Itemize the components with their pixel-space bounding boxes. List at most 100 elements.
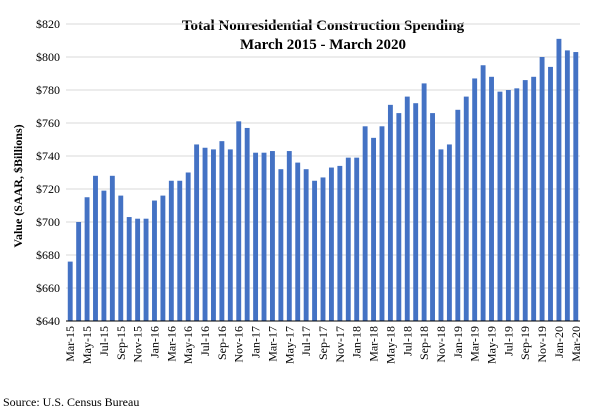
bar-sep-19: [522, 80, 528, 321]
bar-apr-19: [480, 65, 486, 321]
x-tick-label: Jan-18: [350, 326, 364, 358]
chart-title: Total Nonresidential Construction Spendi…: [182, 18, 465, 34]
bar-aug-19: [514, 88, 520, 321]
x-tick-label: Mar-18: [367, 326, 381, 362]
bar-jun-16: [194, 144, 200, 321]
bar-may-19: [489, 76, 494, 321]
bar-dec-19: [548, 66, 553, 322]
bar-aug-16: [211, 149, 216, 321]
bar-jul-19: [505, 90, 511, 321]
bar-dec-18: [446, 144, 452, 321]
x-tick-label: Jan-20: [552, 326, 566, 358]
x-tick-label: Jan-17: [249, 326, 263, 358]
bar-apr-16: [177, 180, 183, 321]
bar-apr-17: [278, 169, 284, 321]
bar-apr-18: [379, 126, 385, 321]
bar-jun-17: [295, 162, 301, 321]
bar-dec-15: [143, 218, 149, 321]
bar-oct-19: [531, 76, 537, 321]
bar-oct-16: [227, 149, 233, 321]
bar-feb-18: [362, 126, 368, 321]
bar-oct-17: [328, 167, 334, 321]
x-tick-label: Mar-16: [164, 326, 178, 362]
x-tick-label: Mar-19: [468, 326, 482, 362]
bar-dec-17: [345, 157, 351, 321]
bar-aug-18: [413, 103, 419, 321]
y-tick-label: $780: [36, 83, 60, 97]
bar-feb-17: [261, 152, 267, 321]
x-tick-label: Jan-16: [147, 326, 161, 358]
bar-jun-18: [396, 113, 402, 321]
x-tick-label: Jul-19: [501, 326, 515, 356]
bar-jan-20: [556, 38, 562, 321]
bar-jun-19: [497, 91, 503, 322]
bar-jan-17: [253, 152, 259, 321]
bar-dec-16: [244, 127, 250, 321]
bar-mar-19: [472, 78, 478, 321]
x-tick-label: May-18: [383, 326, 397, 364]
bar-jan-18: [354, 157, 360, 321]
chart-subtitle: March 2015 - March 2020: [240, 37, 406, 53]
x-tick-label: Mar-17: [265, 326, 279, 362]
x-tick-label: Mar-20: [569, 326, 583, 362]
x-tick-label: Nov-19: [535, 326, 549, 363]
x-tick-label: May-16: [181, 326, 195, 364]
y-tick-label: $740: [36, 149, 60, 163]
bar-mar-16: [168, 180, 174, 321]
bar-mar-17: [269, 151, 275, 321]
bar-sep-15: [118, 195, 124, 321]
x-tick-label: Nov-17: [333, 326, 347, 363]
bar-mar-15: [67, 261, 73, 321]
x-tick-label: Sep-18: [417, 326, 431, 360]
bar-jun-15: [93, 175, 98, 321]
x-tick-label: Sep-19: [518, 326, 532, 360]
x-tick-label: May-19: [485, 326, 499, 364]
bar-mar-20: [573, 52, 579, 322]
x-tick-label: Nov-16: [232, 326, 246, 363]
bar-nov-17: [337, 165, 343, 321]
bar-oct-15: [126, 217, 132, 321]
bar-feb-20: [564, 50, 570, 322]
y-axis-ticks: $640 $660 $680 $700 $720 $740 $760 $780 $800 $820: [36, 17, 60, 328]
bar-jan-19: [455, 109, 461, 321]
bar-may-17: [286, 151, 292, 321]
x-tick-label: Nov-15: [131, 326, 145, 363]
bar-apr-15: [76, 222, 82, 321]
x-tick-label: Sep-16: [215, 326, 229, 360]
bar-may-15: [84, 197, 90, 321]
bar-nov-18: [438, 149, 444, 321]
bar-sep-16: [219, 141, 225, 321]
y-tick-label: $720: [36, 182, 60, 196]
x-tick-label: Jan-19: [451, 326, 465, 358]
y-tick-label: $640: [36, 314, 60, 328]
y-tick-label: $660: [36, 281, 60, 295]
bar-jul-18: [404, 96, 410, 321]
y-axis-label: Value (SAAR, $Billions): [11, 124, 25, 247]
x-tick-label: Mar-15: [63, 326, 77, 362]
y-tick-label: $800: [36, 50, 60, 64]
source-note: Source: U.S. Census Bureau: [3, 395, 139, 409]
bar-jul-16: [202, 147, 208, 321]
bar-aug-15: [109, 175, 115, 321]
bar-sep-18: [421, 83, 427, 322]
bar-may-16: [185, 172, 191, 321]
y-tick-label: $700: [36, 215, 60, 229]
bar-nov-15: [135, 218, 141, 321]
x-tick-label: Jul-17: [299, 326, 313, 356]
bar-feb-19: [463, 96, 469, 321]
gridlines: [66, 23, 580, 289]
x-tick-label: Sep-17: [316, 326, 330, 360]
bar-nov-16: [236, 121, 242, 321]
bar-jul-15: [101, 190, 107, 321]
bar-feb-16: [160, 195, 166, 321]
x-tick-label: Jul-15: [97, 326, 111, 356]
x-tick-label: Jul-16: [198, 326, 212, 356]
y-tick-label: $680: [36, 248, 60, 262]
bar-jan-16: [152, 200, 157, 321]
bar-sep-17: [320, 177, 326, 321]
bar-oct-18: [430, 113, 435, 321]
y-tick-label: $820: [36, 17, 60, 31]
x-tick-label: May-15: [80, 326, 94, 364]
bar-mar-18: [371, 137, 377, 321]
